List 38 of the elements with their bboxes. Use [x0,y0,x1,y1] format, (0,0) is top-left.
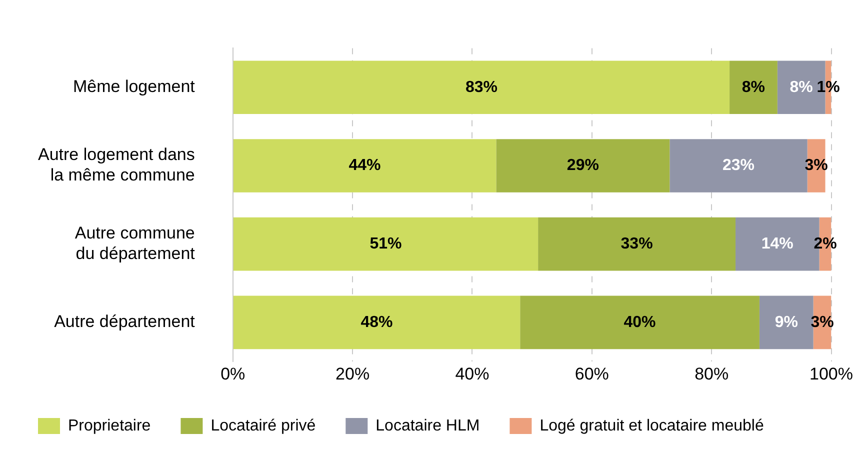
x-tick-label: 0% [220,364,246,384]
bar [520,296,760,350]
data-label: 9% [774,314,798,331]
x-tick-label: 40% [455,364,490,384]
bar [496,139,670,192]
x-tick-label: 100% [810,364,853,384]
bar [730,60,778,114]
x-tick-label: 20% [336,364,370,384]
data-label: 23% [722,157,755,174]
data-label: 2% [814,235,837,252]
legend-label: Locataire HLM [376,417,480,434]
legend-label: Locatairé privé [210,417,316,434]
data-label: 40% [624,314,656,331]
data-label: 29% [566,157,599,174]
bar [233,60,730,114]
data-label: 14% [761,235,794,252]
bar [538,217,736,271]
y-tick-label: Autre logement dans la même commune [38,145,195,185]
x-tick-label: 60% [574,364,609,384]
legend-label: Logé gratuit et locataire meublé [540,417,764,434]
y-tick-label: Autre département [54,312,196,332]
data-label: 33% [620,235,653,252]
data-label: 1% [816,78,840,96]
x-tick-label: 80% [694,364,729,384]
bar [233,139,496,192]
data-label: 83% [465,78,498,96]
data-label: 8% [742,78,766,96]
data-label: 51% [370,235,402,252]
bar [233,217,538,271]
data-label: 8% [790,78,813,96]
y-tick-label: Autre commune du département [74,224,196,263]
data-label: 44% [348,157,381,174]
data-label: 3% [810,314,834,331]
bar [233,296,520,350]
data-label: 48% [360,314,393,331]
y-tick-label: Même logement [72,77,196,96]
data-label: 3% [804,157,828,174]
legend-label: Proprietaire [68,417,151,434]
